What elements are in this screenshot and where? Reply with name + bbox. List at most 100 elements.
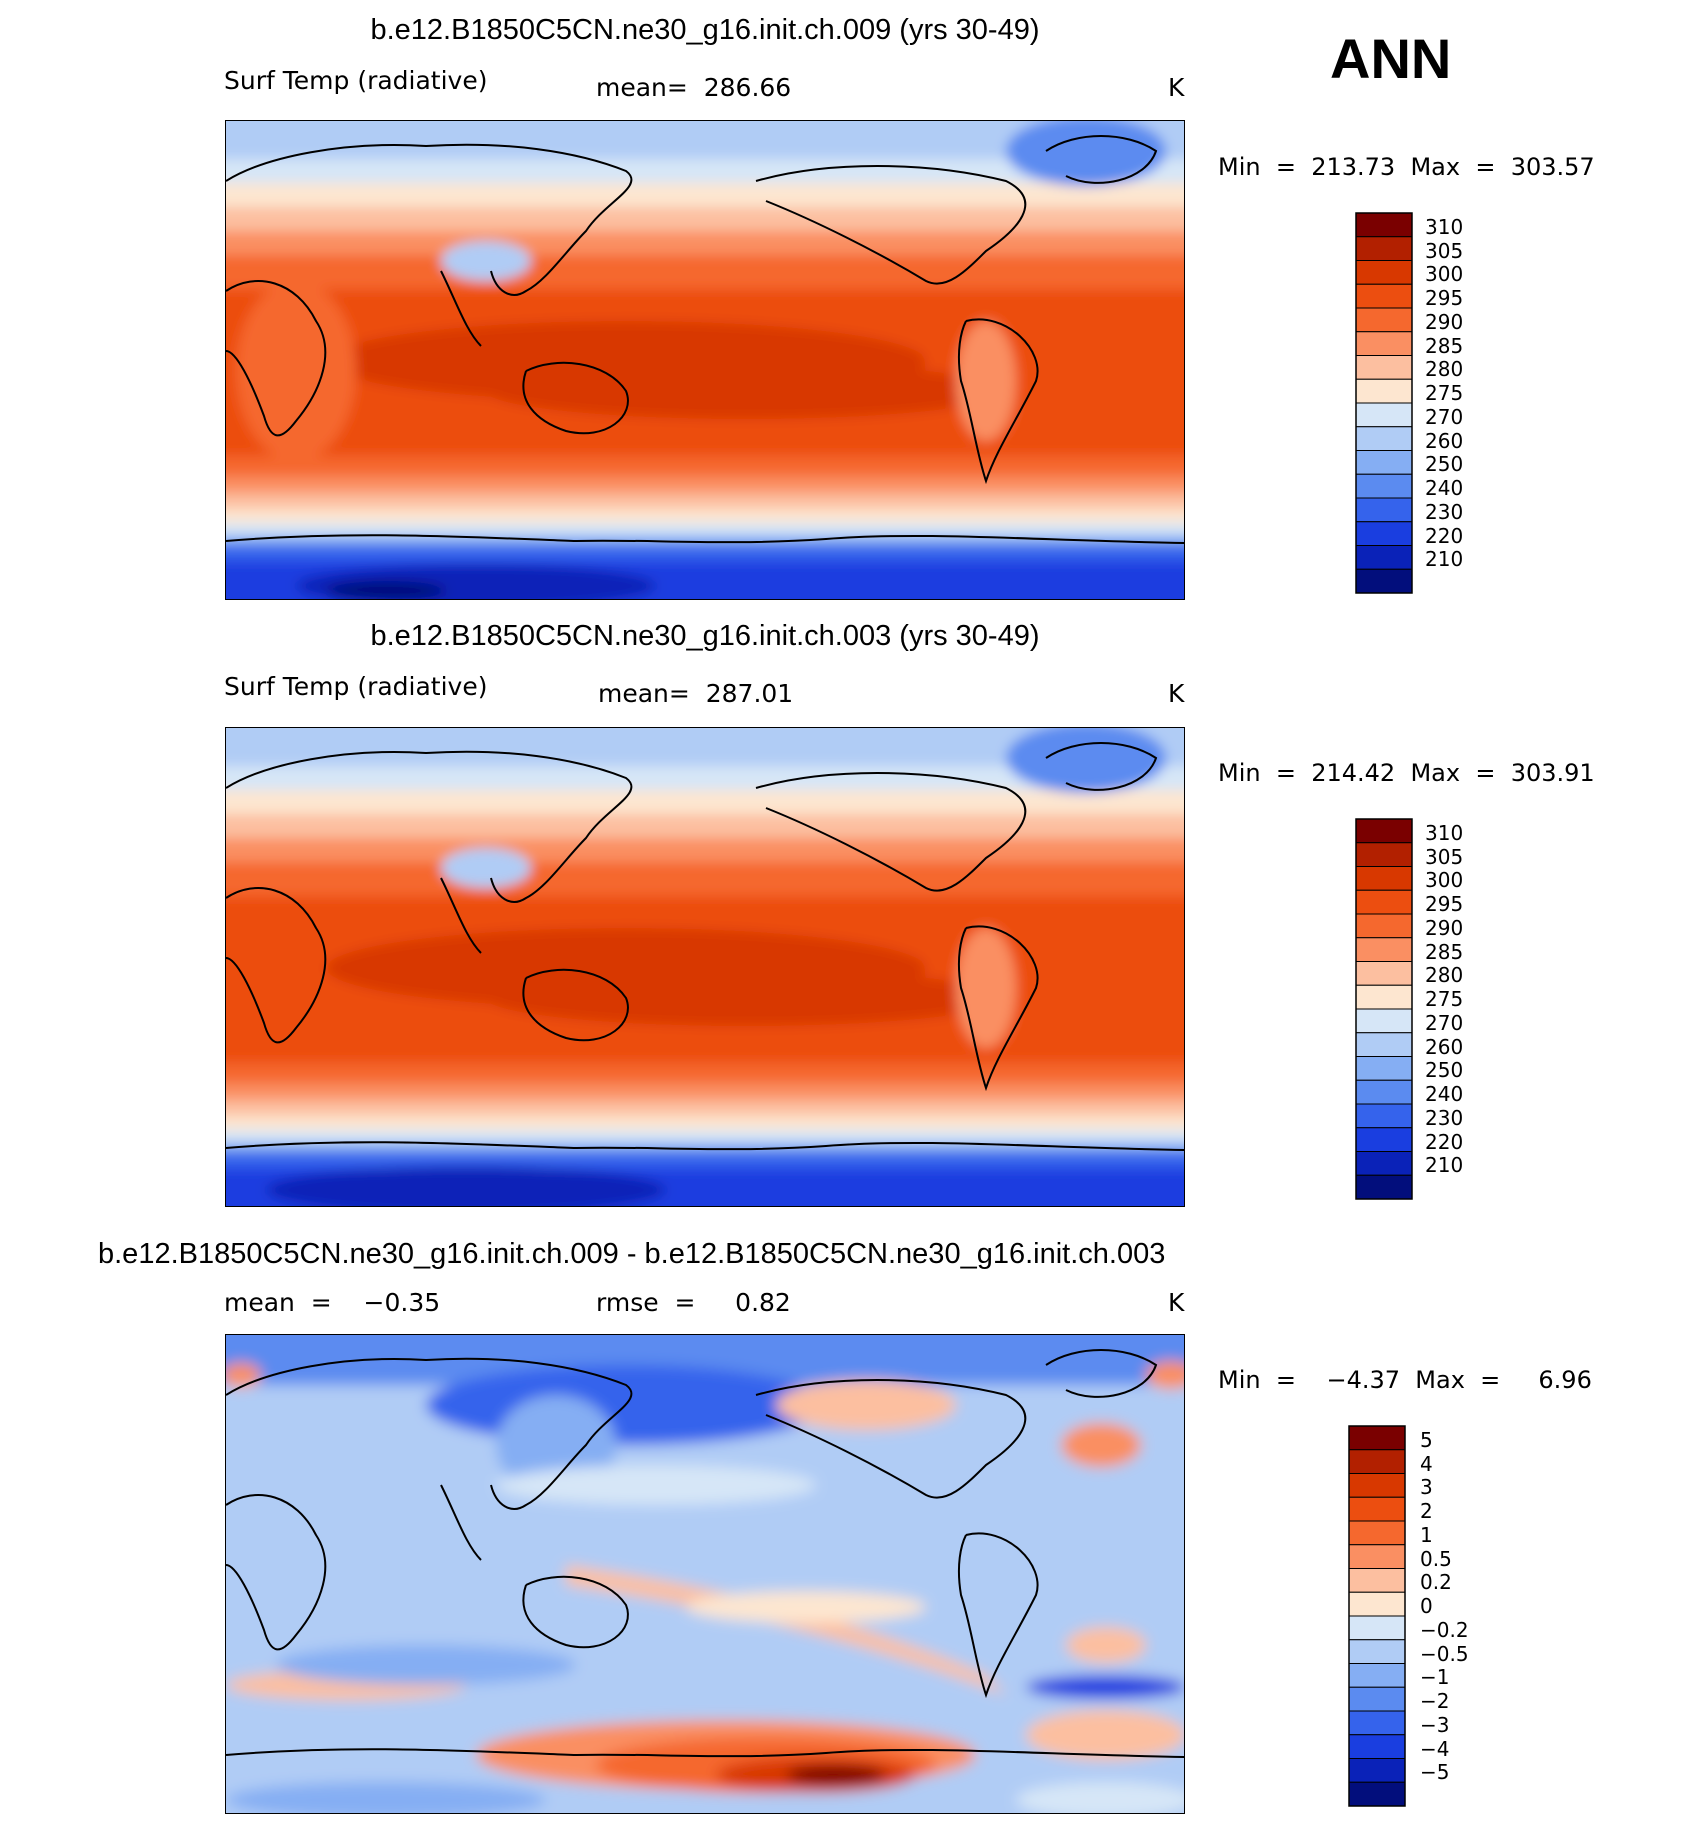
coast-eurasia bbox=[226, 143, 633, 296]
map-warm-anomaly bbox=[1066, 1627, 1146, 1663]
colorbar-swatch bbox=[1355, 1008, 1413, 1034]
colorbar-tick-label: 220 bbox=[1425, 1129, 1464, 1154]
colorbar-swatch bbox=[1348, 1496, 1406, 1522]
colorbar-swatch bbox=[1355, 331, 1413, 356]
colorbar-swatch bbox=[1348, 1758, 1406, 1783]
colorbar-tick-label: 260 bbox=[1425, 428, 1464, 453]
panel-1-min-max: Min = 213.73 Max = 303.57 bbox=[1218, 153, 1595, 181]
colorbar-tick-label: 210 bbox=[1425, 547, 1464, 572]
colorbar-swatch bbox=[1355, 283, 1413, 309]
coast-australia bbox=[522, 361, 629, 435]
map-neutral bbox=[496, 1465, 816, 1505]
colorbar-tick-label: 240 bbox=[1425, 476, 1464, 500]
colorbar-swatch bbox=[1355, 1127, 1413, 1152]
colorbar-tick-label: 230 bbox=[1425, 1105, 1464, 1130]
colorbar-swatch bbox=[1355, 521, 1413, 546]
colorbar-swatch bbox=[1355, 961, 1413, 986]
map-band bbox=[226, 862, 1184, 902]
colorbar-tick-label: 300 bbox=[1425, 262, 1464, 287]
colorbar-tick-label: 210 bbox=[1425, 1153, 1464, 1178]
colorbar-swatch bbox=[1355, 937, 1413, 962]
colorbar-swatch bbox=[1348, 1734, 1406, 1759]
colorbar-swatch bbox=[1355, 355, 1413, 380]
panel-2-variable-label: Surf Temp (radiative) bbox=[224, 672, 488, 701]
map-warm-streak bbox=[686, 1591, 926, 1623]
map-southern-peak bbox=[786, 1765, 886, 1785]
colorbar-swatch bbox=[1355, 473, 1413, 499]
colorbar-tick-label: 3 bbox=[1420, 1475, 1433, 1500]
coast-antarctica bbox=[226, 1748, 1184, 1758]
colorbar-tick-label: 290 bbox=[1425, 309, 1464, 334]
colorbar-tick-label: 275 bbox=[1425, 381, 1464, 405]
panel-3-min-max: Min = −4.37 Max = 6.96 bbox=[1218, 1366, 1592, 1394]
panel-3-title: b.e12.B1850C5CN.ne30_g16.init.ch.009 - b… bbox=[98, 1238, 1166, 1270]
colorbar-swatch bbox=[1355, 307, 1413, 333]
map-band bbox=[226, 493, 1184, 513]
coast-africa bbox=[226, 887, 327, 1044]
coast-australia bbox=[522, 1575, 629, 1649]
map-greenland bbox=[1006, 121, 1166, 186]
coast-south-america bbox=[957, 1532, 1039, 1699]
coast-africa bbox=[226, 1494, 327, 1651]
colorbar-swatch bbox=[1348, 1663, 1406, 1688]
panel-3-units-label: K bbox=[1168, 1288, 1185, 1317]
colorbar-swatch bbox=[1355, 1103, 1413, 1129]
panel-3-map bbox=[225, 1334, 1185, 1814]
panel-3-mean-label: mean = −0.35 bbox=[224, 1288, 441, 1317]
map-andes bbox=[956, 928, 1016, 1048]
coast-south-america bbox=[957, 318, 1039, 485]
coast-africa bbox=[226, 280, 327, 437]
map-warm-anomaly bbox=[1026, 1710, 1184, 1760]
panel-1-coastlines bbox=[226, 135, 1184, 544]
colorbar-swatch bbox=[1355, 1079, 1413, 1105]
colorbar-swatch bbox=[1355, 236, 1413, 261]
colorbar-swatch bbox=[1355, 426, 1413, 451]
colorbar-swatch bbox=[1348, 1615, 1406, 1641]
panel-1-title: b.e12.B1850C5CN.ne30_g16.init.ch.009 (yr… bbox=[370, 14, 1040, 46]
colorbar-tick-label: −2 bbox=[1420, 1689, 1450, 1713]
coast-north-america bbox=[755, 772, 1027, 892]
colorbar-tick-label: 285 bbox=[1425, 939, 1464, 964]
colorbar-tick-label: 295 bbox=[1425, 286, 1464, 310]
map-cold-region bbox=[266, 1166, 666, 1206]
colorbar-swatch bbox=[1348, 1544, 1406, 1569]
map-band bbox=[226, 476, 1184, 498]
colorbar-swatch bbox=[1355, 378, 1413, 404]
panel-1-colorbar-svg bbox=[1355, 212, 1413, 594]
panel-2-colorbar-svg bbox=[1355, 818, 1413, 1200]
colorbar-tick-label: 280 bbox=[1425, 963, 1464, 988]
season-label: ANN bbox=[1330, 27, 1452, 90]
colorbar-tick-label: 250 bbox=[1425, 452, 1464, 477]
colorbar-swatch bbox=[1355, 889, 1413, 915]
colorbar-tick-label: 295 bbox=[1425, 892, 1464, 916]
coast-greenland bbox=[1045, 742, 1158, 791]
coast-greenland bbox=[1045, 135, 1158, 184]
colorbar-swatch bbox=[1348, 1449, 1406, 1474]
colorbar-swatch bbox=[1355, 402, 1413, 428]
colorbar-tick-label: 310 bbox=[1425, 214, 1464, 239]
panel-3-map-svg bbox=[226, 1335, 1184, 1813]
colorbar-tick-label: 4 bbox=[1420, 1451, 1433, 1476]
colorbar-tick-label: 220 bbox=[1425, 523, 1464, 548]
panel-2-units-label: K bbox=[1168, 679, 1185, 708]
map-neutral bbox=[1016, 1782, 1184, 1813]
panel-2-min-max: Min = 214.42 Max = 303.91 bbox=[1218, 759, 1595, 787]
colorbar-frame bbox=[1355, 212, 1413, 594]
colorbar-tick-label: 0.2 bbox=[1420, 1570, 1452, 1595]
colorbar-tick-label: 280 bbox=[1425, 357, 1464, 382]
map-band bbox=[226, 1100, 1184, 1120]
panel-2-map bbox=[225, 727, 1185, 1207]
colorbar-tick-label: 305 bbox=[1425, 238, 1464, 263]
colorbar-swatch bbox=[1348, 1568, 1406, 1593]
colorbar-swatch bbox=[1355, 1032, 1413, 1057]
panel-2-colorbar bbox=[1355, 818, 1415, 1205]
colorbar-tick-label: 285 bbox=[1425, 333, 1464, 358]
colorbar-swatch bbox=[1355, 1174, 1413, 1200]
colorbar-tick-label: 310 bbox=[1425, 820, 1464, 845]
panel-3-colorbar-svg bbox=[1348, 1425, 1406, 1807]
colorbar-tick-label: −4 bbox=[1420, 1736, 1450, 1761]
colorbar-swatch bbox=[1355, 1056, 1413, 1081]
colorbar-swatch bbox=[1348, 1781, 1406, 1807]
colorbar-swatch bbox=[1348, 1425, 1406, 1451]
panel-2-coastlines bbox=[226, 742, 1184, 1151]
